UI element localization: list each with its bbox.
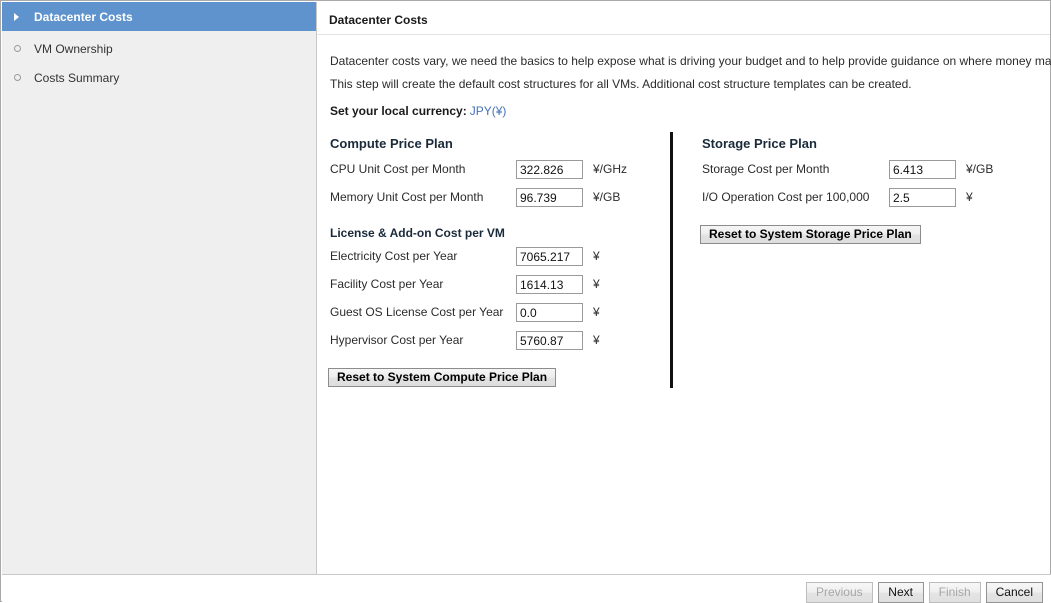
facility-cost-input[interactable] — [516, 275, 583, 294]
sidebar-item-costs-summary[interactable]: Costs Summary — [2, 63, 316, 92]
memory-unit-cost-input[interactable] — [516, 188, 583, 207]
hypervisor-cost-input[interactable] — [516, 331, 583, 350]
storage-cost-input[interactable] — [889, 160, 956, 179]
storage-cost-label: Storage Cost per Month — [702, 162, 830, 176]
memory-unit-cost-label: Memory Unit Cost per Month — [330, 190, 484, 204]
guest-os-license-cost-label: Guest OS License Cost per Year — [330, 305, 504, 319]
reset-compute-price-plan-button[interactable]: Reset to System Compute Price Plan — [328, 368, 557, 387]
hypervisor-cost-label: Hypervisor Cost per Year — [330, 333, 464, 347]
panel-divider — [670, 132, 673, 388]
storage-cost-unit: ¥/GB — [966, 162, 994, 176]
cancel-button[interactable]: Cancel — [985, 582, 1043, 603]
io-operation-cost-label: I/O Operation Cost per 100,000 — [702, 190, 870, 204]
currency-row: Set your local currency: JPY(¥) — [330, 104, 506, 118]
next-button[interactable]: Next — [877, 582, 924, 603]
description-line-1: Datacenter costs vary, we need the basic… — [330, 54, 1051, 68]
cpu-unit-cost-input[interactable] — [516, 160, 583, 179]
io-operation-cost-input[interactable] — [889, 188, 956, 207]
previous-button[interactable]: Previous — [805, 582, 873, 603]
footer-button-group: Previous Next Finish Cancel — [805, 582, 1043, 603]
currency-value-link[interactable]: JPY(¥) — [469, 104, 507, 118]
currency-label: Set your local currency: — [330, 104, 467, 118]
memory-unit-cost-unit: ¥/GB — [593, 190, 621, 204]
wizard-content-pane: Datacenter Costs Datacenter costs vary, … — [317, 2, 1051, 574]
license-addon-title: License & Add-on Cost per VM — [330, 226, 505, 240]
page-title: Datacenter Costs — [329, 13, 428, 27]
sidebar-item-vm-ownership[interactable]: VM Ownership — [2, 34, 316, 63]
bullet-circle-icon — [12, 45, 28, 52]
guest-os-license-cost-unit: ¥ — [593, 305, 600, 319]
electricity-cost-unit: ¥ — [593, 249, 600, 263]
title-separator — [317, 34, 1050, 35]
triangle-right-icon — [12, 12, 28, 21]
electricity-cost-label: Electricity Cost per Year — [330, 249, 458, 263]
sidebar-item-label: Datacenter Costs — [34, 9, 133, 24]
bullet-circle-icon — [12, 74, 28, 81]
finish-button[interactable]: Finish — [928, 582, 981, 603]
description-line-2: This step will create the default cost s… — [330, 77, 912, 91]
storage-price-plan-title: Storage Price Plan — [702, 136, 817, 151]
hypervisor-cost-unit: ¥ — [593, 333, 600, 347]
wizard-step-sidebar: Datacenter Costs VM Ownership Costs Summ… — [2, 2, 317, 574]
sidebar-item-label: Costs Summary — [34, 70, 120, 85]
sidebar-item-label: VM Ownership — [34, 41, 113, 56]
sidebar-item-datacenter-costs[interactable]: Datacenter Costs — [2, 2, 316, 31]
compute-price-plan-title: Compute Price Plan — [330, 136, 453, 151]
guest-os-license-cost-input[interactable] — [516, 303, 583, 322]
electricity-cost-input[interactable] — [516, 247, 583, 266]
facility-cost-unit: ¥ — [593, 277, 600, 291]
cpu-unit-cost-unit: ¥/GHz — [593, 162, 628, 176]
io-operation-cost-unit: ¥ — [966, 190, 973, 204]
cpu-unit-cost-label: CPU Unit Cost per Month — [330, 162, 466, 176]
facility-cost-label: Facility Cost per Year — [330, 277, 444, 291]
wizard-footer: Previous Next Finish Cancel — [2, 574, 1051, 603]
reset-storage-price-plan-button[interactable]: Reset to System Storage Price Plan — [700, 225, 921, 244]
